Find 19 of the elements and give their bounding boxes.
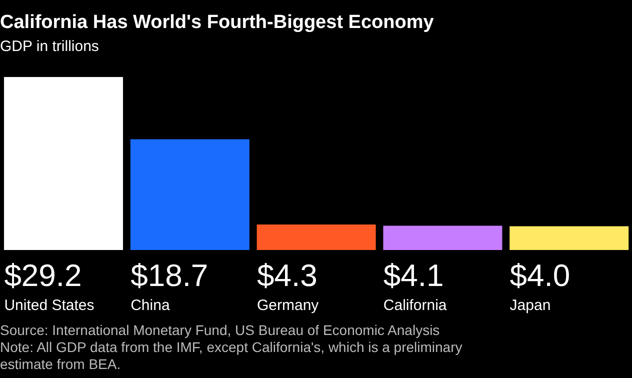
chart-title: California Has World's Fourth-Biggest Economy [0, 12, 434, 34]
data-label: $4.1 [383, 258, 444, 293]
bar [510, 226, 629, 250]
bar [256, 224, 376, 250]
x-tick-label: California [383, 297, 448, 314]
bar [130, 139, 250, 250]
data-label: $29.2 [4, 258, 82, 293]
text: Note: All GDP data from the IMF, except California's, which is a preliminary estimate from BEA. [0, 339, 464, 373]
x-tick-label: Germany [257, 297, 320, 314]
x-tick-label: United States [4, 297, 94, 314]
x-tick-label: China [130, 297, 170, 314]
bar [383, 226, 502, 250]
chart-subtitle: GDP in trillions [0, 38, 99, 55]
x-tick-label: Japan [510, 297, 551, 314]
data-label: $18.7 [130, 258, 208, 293]
data-label: $4.3 [257, 258, 318, 293]
source-note: Source: International Monetary Fund, US Bureau of Economic Analysis [0, 322, 441, 339]
data-label: $4.0 [510, 258, 570, 293]
bar [4, 77, 123, 250]
